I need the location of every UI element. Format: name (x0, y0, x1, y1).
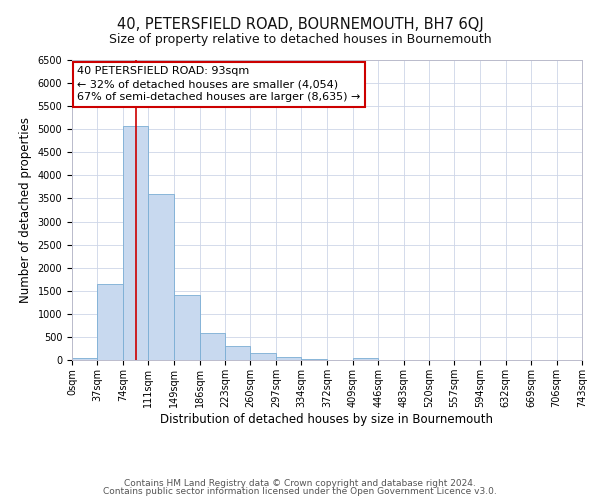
Bar (301, 359, 328, 360)
Text: Contains HM Land Registry data © Crown copyright and database right 2024.: Contains HM Land Registry data © Crown c… (124, 478, 476, 488)
Text: Contains public sector information licensed under the Open Government Licence v3: Contains public sector information licen… (103, 487, 497, 496)
Bar (174, 296, 200, 360)
X-axis label: Distribution of detached houses by size in Bournemouth: Distribution of detached houses by size … (161, 412, 493, 426)
Y-axis label: Number of detached properties: Number of detached properties (19, 117, 32, 303)
Bar (200, 333, 225, 360)
Bar (250, 353, 276, 360)
Bar (276, 356, 301, 360)
Bar (148, 194, 174, 360)
Text: 40 PETERSFIELD ROAD: 93sqm
← 32% of detached houses are smaller (4,054)
67% of s: 40 PETERSFIELD ROAD: 93sqm ← 32% of deta… (77, 66, 361, 102)
Bar (353, 358, 378, 360)
Text: 40, PETERSFIELD ROAD, BOURNEMOUTH, BH7 6QJ: 40, PETERSFIELD ROAD, BOURNEMOUTH, BH7 6… (116, 18, 484, 32)
Bar (123, 126, 148, 360)
Text: Size of property relative to detached houses in Bournemouth: Size of property relative to detached ho… (109, 32, 491, 46)
Bar (225, 346, 250, 360)
Bar (72, 358, 97, 360)
Bar (97, 284, 123, 360)
